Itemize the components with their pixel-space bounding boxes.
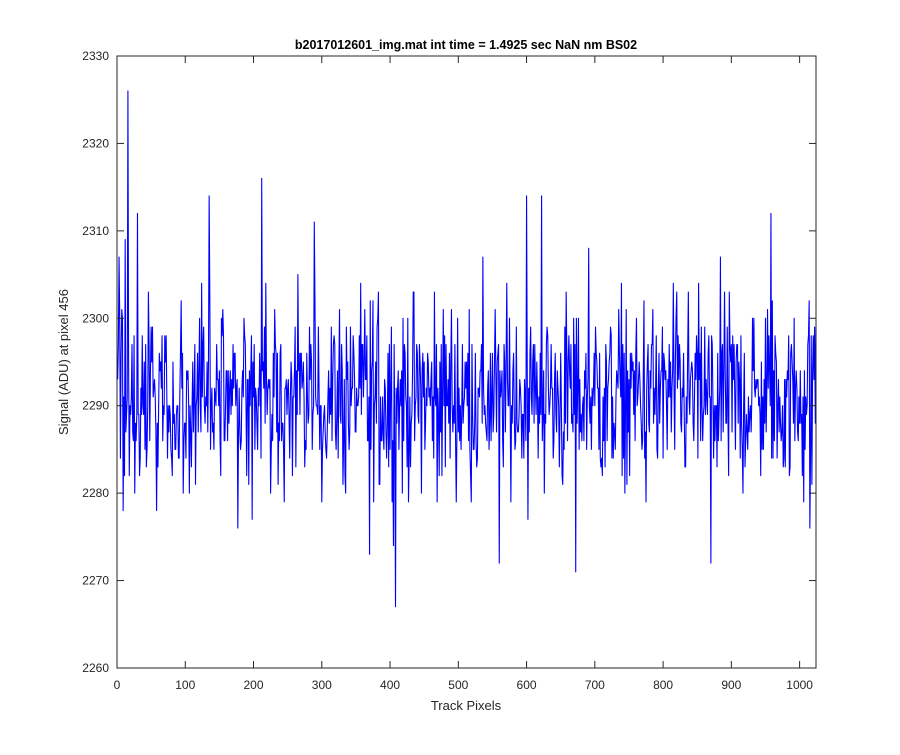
x-tick-label: 400	[380, 678, 400, 692]
x-tick-label: 700	[585, 678, 605, 692]
x-tick-label: 100	[175, 678, 195, 692]
x-tick-label: 600	[517, 678, 537, 692]
y-tick-label: 2300	[82, 311, 109, 325]
x-axis-label: Track Pixels	[431, 698, 502, 713]
chart-title: b2017012601_img.mat int time = 1.4925 se…	[295, 38, 637, 52]
x-tick-label: 0	[114, 678, 121, 692]
x-axis: 0 100 200 300 400 500 600 700 800 900 1000	[114, 56, 813, 692]
y-tick-label: 2320	[82, 136, 109, 150]
x-tick-label: 900	[721, 678, 741, 692]
x-tick-label: 200	[244, 678, 264, 692]
series-layer	[117, 90, 817, 608]
y-tick-label: 2330	[82, 49, 109, 63]
x-tick-label: 1000	[786, 678, 813, 692]
y-tick-label: 2270	[82, 574, 109, 588]
x-tick-label: 300	[312, 678, 332, 692]
y-axis-label: Signal (ADU) at pixel 456	[56, 289, 71, 435]
x-tick-label: 800	[653, 678, 673, 692]
y-tick-label: 2290	[82, 399, 109, 413]
y-tick-label: 2260	[82, 661, 109, 675]
y-axis: 2260 2270 2280 2290 2300 2310 2320 2330	[82, 49, 816, 675]
x-tick-label: 500	[448, 678, 468, 692]
axes-box	[116, 55, 817, 669]
y-tick-label: 2280	[82, 486, 109, 500]
signal-series-line	[117, 90, 817, 608]
y-tick-label: 2310	[82, 224, 109, 238]
